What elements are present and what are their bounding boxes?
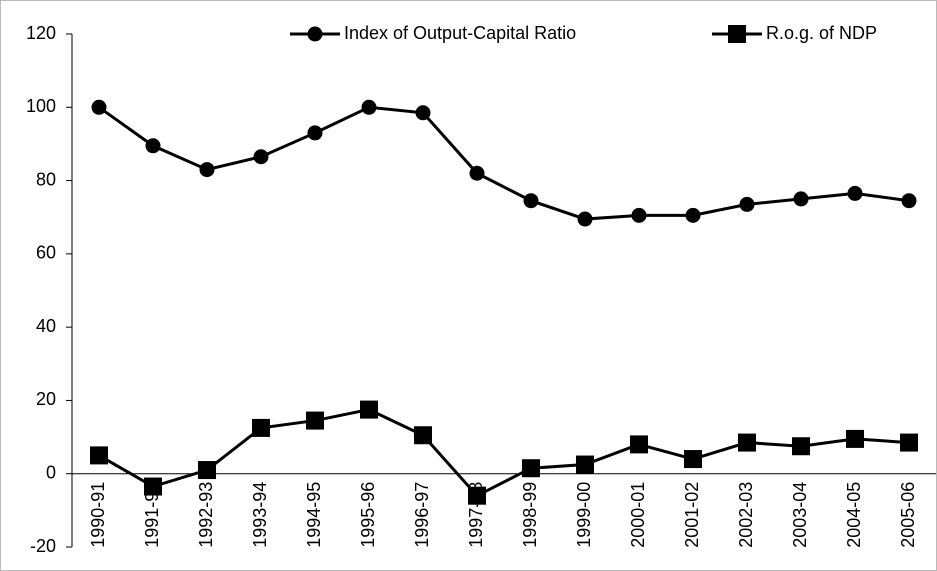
x-tick-label: 2000-01 [628,482,648,548]
data-point [415,105,431,121]
x-tick-label: 1995-96 [358,482,378,548]
data-point [900,433,918,452]
legend-label: Index of Output-Capital Ratio [344,23,576,43]
data-point [469,165,485,181]
data-point [145,138,161,154]
data-point [306,411,324,430]
x-tick-label: 2001-02 [682,482,702,548]
data-point [253,149,269,165]
y-tick-label: 0 [46,462,56,482]
x-tick-label: 1991-92 [142,482,162,548]
y-tick-label: 60 [36,243,56,263]
data-point [685,207,701,223]
data-point [630,435,648,454]
data-point [739,196,755,212]
data-point [522,459,540,478]
series-line [98,408,910,498]
data-point [523,193,539,209]
x-tick-label: 1996-97 [412,482,432,548]
data-point [198,461,216,480]
x-tick-label: 1999-00 [574,482,594,548]
x-tick-label: 1990-91 [88,482,108,548]
data-point [738,433,756,452]
data-point [901,193,917,209]
data-point [144,477,162,496]
data-point [91,99,107,115]
y-tick-label: -20 [30,536,56,556]
data-point [792,437,810,456]
data-point [576,455,594,474]
series-line [98,105,910,221]
x-tick-label: 1993-94 [250,482,270,548]
legend-marker [728,25,746,43]
x-tick-label: 2002-03 [736,482,756,548]
data-point [631,207,647,223]
legend-marker [307,26,323,42]
data-point [468,486,486,505]
y-tick-label: 40 [36,316,56,336]
data-point [252,418,270,437]
data-point [361,99,377,115]
x-tick-label: 2004-05 [844,482,864,548]
x-tick-label: 2005-06 [898,482,918,548]
data-point [847,185,863,201]
x-tick-label: 1992-93 [196,482,216,548]
data-point [360,400,378,419]
data-point [684,450,702,469]
y-tick-label: 20 [36,389,56,409]
data-point [90,446,108,465]
y-tick-label: 80 [36,169,56,189]
data-point [846,429,864,448]
data-point [199,162,215,178]
x-tick-label: 1994-95 [304,482,324,548]
x-tick-label: 1998-99 [520,482,540,548]
data-point [307,125,323,141]
data-point [793,191,809,207]
x-tick-label: 2003-04 [790,482,810,548]
y-tick-label: 100 [26,96,56,116]
legend-label: R.o.g. of NDP [766,23,877,43]
data-point [577,211,593,227]
y-tick-label: 120 [26,23,56,43]
data-point [414,426,432,445]
